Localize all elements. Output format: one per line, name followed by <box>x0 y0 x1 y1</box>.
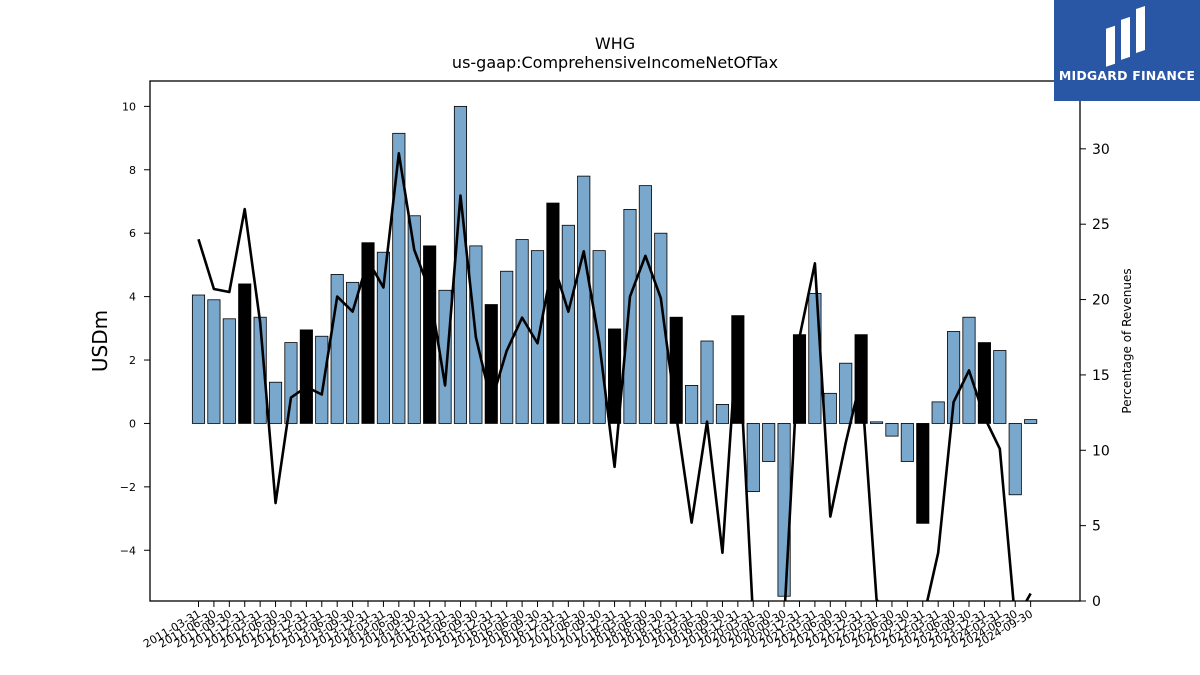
y-axis-ticks: −4 −2 0 2 4 6 8 10 <box>120 100 150 557</box>
brand-logo: MIDGARD FINANCE <box>1054 0 1200 101</box>
y-tick-label: 4 <box>129 291 136 304</box>
bar-2023-12-31 <box>977 342 991 424</box>
bar-2012-12-31 <box>299 329 313 424</box>
bar-2022-06-30 <box>885 423 899 437</box>
y-tick-label: −2 <box>120 481 136 494</box>
bar-2020-09-30 <box>777 423 791 597</box>
bar-2011-03-31 <box>191 294 206 424</box>
bar-2013-12-31 <box>361 242 375 424</box>
bar-2014-09-30 <box>407 215 421 424</box>
ratio-line <box>197 152 1032 601</box>
bar-2016-06-30 <box>515 239 529 424</box>
bar-2020-06-30 <box>762 423 776 462</box>
bar-2011-12-31 <box>238 283 252 424</box>
chart-subtitle: us-gaap:ComprehensiveIncomeNetOfTax <box>452 53 778 72</box>
y2-axis-label: Percentage of Revenues <box>1120 268 1134 413</box>
bar-2015-06-30 <box>453 105 468 424</box>
bar-2024-03-31 <box>993 350 1007 424</box>
bar-2023-06-30 <box>947 331 961 424</box>
bar-2016-12-31 <box>546 202 560 424</box>
logo-mark-icon <box>1106 6 1145 67</box>
bar-2011-09-30 <box>222 318 236 424</box>
bar-2019-06-30 <box>700 340 714 424</box>
bar-2021-06-30 <box>823 392 837 424</box>
bar-2014-12-31 <box>423 245 437 424</box>
bar-2020-03-31 <box>746 423 760 493</box>
y-tick-label: 8 <box>129 164 136 177</box>
bar-2024-09-30 <box>1024 419 1038 424</box>
bar-2021-09-30 <box>839 362 853 424</box>
bar-2022-09-30 <box>900 423 914 462</box>
bar-2023-03-31 <box>931 401 945 424</box>
y2-tick-label: 5 <box>1092 519 1101 535</box>
y-tick-label: 0 <box>129 417 136 430</box>
logo-text: MIDGARD FINANCE <box>1058 68 1196 83</box>
plot-frame <box>149 80 1081 602</box>
y2-tick-label: 30 <box>1092 142 1110 158</box>
bar-2011-06-30 <box>207 299 221 424</box>
x-axis-ticks: 2011-03-312011-06-302011-09-302011-12-31… <box>141 601 1035 651</box>
bar-2015-12-31 <box>484 304 498 424</box>
bar-2017-06-30 <box>577 175 591 424</box>
y-axis-label: USDm <box>88 310 112 372</box>
y-tick-label: −4 <box>120 544 136 557</box>
bar-2024-06-30 <box>1008 423 1022 496</box>
bar-2022-12-31 <box>916 423 930 524</box>
bar-2013-09-30 <box>346 281 360 424</box>
bar-2014-06-30 <box>392 132 406 424</box>
y-tick-label: 6 <box>129 227 136 240</box>
y2-tick-label: 10 <box>1092 443 1110 459</box>
y-tick-label: 2 <box>129 354 136 367</box>
bars-group <box>191 105 1038 597</box>
bar-2018-09-30 <box>654 232 668 424</box>
y2-axis-ticks: 0 5 10 15 20 25 30 <box>1080 142 1110 610</box>
bar-2017-03-31 <box>561 224 575 424</box>
chart-title: WHG <box>595 34 635 53</box>
bar-2012-09-30 <box>284 342 298 424</box>
bar-2019-03-31 <box>685 384 699 424</box>
bar-2022-03-31 <box>869 421 884 424</box>
bar-2015-03-31 <box>438 289 452 424</box>
bar-2012-06-30 <box>268 381 283 424</box>
y-tick-label: 10 <box>122 100 136 113</box>
y2-tick-label: 25 <box>1092 217 1110 233</box>
bar-2019-09-30 <box>715 404 729 424</box>
y2-tick-label: 20 <box>1092 293 1110 309</box>
bar-2016-03-31 <box>500 270 514 424</box>
bar-2018-03-31 <box>623 209 637 424</box>
bar-2018-06-30 <box>638 185 652 424</box>
y2-tick-label: 0 <box>1092 594 1101 610</box>
bar-2013-03-31 <box>315 335 329 424</box>
bar-2014-03-31 <box>376 251 390 424</box>
bar-2017-12-31 <box>608 328 622 424</box>
y2-tick-label: 15 <box>1092 368 1110 384</box>
